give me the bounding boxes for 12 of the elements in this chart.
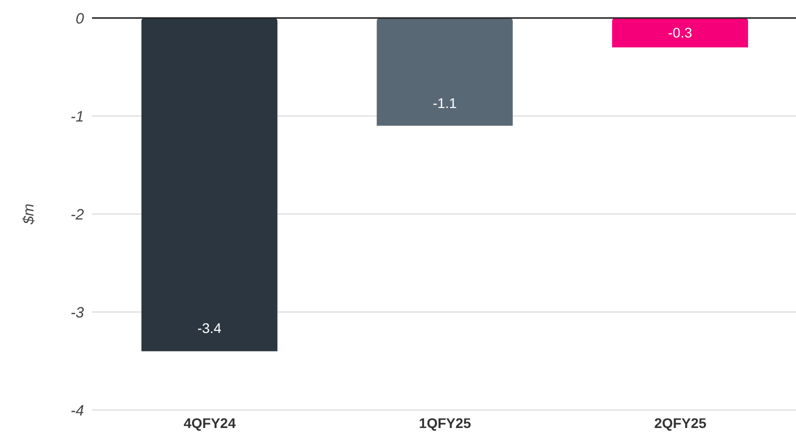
y-tick-label: -3	[70, 304, 85, 322]
data-label: -0.3	[668, 24, 692, 41]
y-tick-label: 0	[76, 10, 85, 28]
data-label: -1.1	[432, 94, 458, 111]
data-label: -3.4	[197, 320, 222, 336]
x-tick-label: 1QFY25	[418, 414, 472, 431]
y-tick-label: -1	[70, 108, 84, 126]
y-axis-title: $m	[20, 204, 38, 226]
y-tick-label: -2	[70, 206, 85, 224]
x-tick-label: 4QFY24	[184, 414, 236, 431]
x-tick-label: 2QFY25	[654, 414, 707, 431]
y-tick-label: -4	[70, 402, 84, 420]
